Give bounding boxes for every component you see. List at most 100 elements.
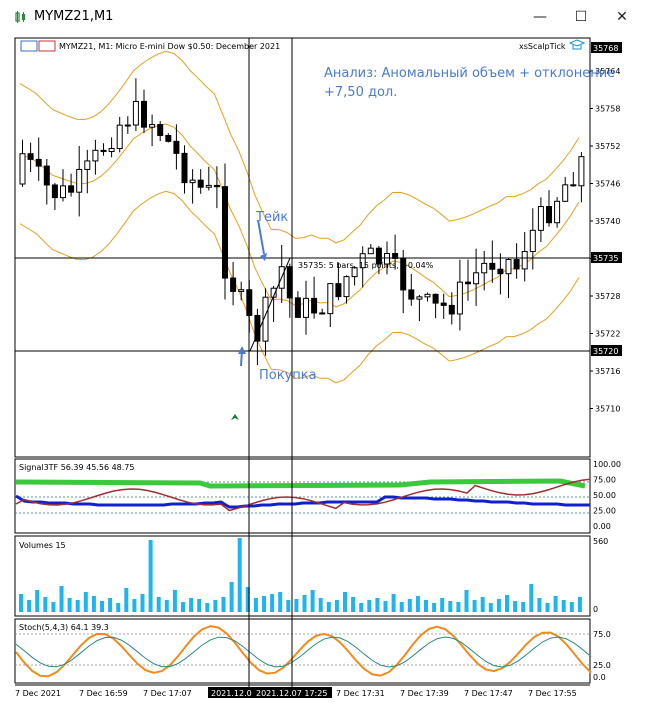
volume-bar xyxy=(326,602,331,612)
indicator-label: xsScalpTick xyxy=(519,42,566,51)
price-label: 35716 xyxy=(595,367,620,376)
time-label-3: 7 Dec 17:31 xyxy=(336,689,385,698)
volume-bar xyxy=(205,603,210,612)
signal-axis: 100.00 75.00 50.00 25.00 0.00 xyxy=(593,460,621,531)
candle-body xyxy=(262,296,269,342)
candle-body xyxy=(100,149,107,153)
title-bar[interactable]: MYMZ21,M1 — ☐ ✕ xyxy=(0,0,647,34)
signal-lines xyxy=(15,478,591,514)
candle-body xyxy=(124,124,131,127)
measure-line[interactable] xyxy=(249,257,291,352)
volume-axis-zero: 0 xyxy=(593,605,598,614)
main-price-panel[interactable] xyxy=(14,37,591,458)
price-label: 35746 xyxy=(595,180,620,189)
signal-header: Signal3TF 56.39 45.56 48.75 xyxy=(19,463,135,472)
volume-bar xyxy=(545,603,550,612)
volume-bar xyxy=(391,594,396,612)
volume-bar xyxy=(359,603,364,612)
volume-bar xyxy=(229,582,234,612)
candle-body xyxy=(497,268,504,275)
chart-canvas[interactable]: MYMZ21, M1: Micro E-mini Dow $0.50: Dece… xyxy=(0,34,647,710)
candle-body xyxy=(173,140,180,154)
volume-bar xyxy=(472,600,477,612)
maximize-button[interactable]: ☐ xyxy=(574,9,588,25)
volume-bar xyxy=(132,599,137,612)
volume-bar xyxy=(213,600,218,612)
volume-bar xyxy=(302,595,307,612)
volume-bar xyxy=(529,584,534,612)
volume-bar xyxy=(310,590,315,612)
candle-body xyxy=(481,262,488,274)
volume-bar xyxy=(432,603,437,612)
volume-bar xyxy=(148,540,153,612)
signal-level-label: 100.00 xyxy=(593,460,621,469)
volume-bar xyxy=(91,596,96,612)
close-button[interactable]: ✕ xyxy=(616,9,628,25)
volume-bar xyxy=(156,597,161,612)
candle-body xyxy=(197,179,204,188)
volume-bar xyxy=(253,598,258,612)
price-label: 35722 xyxy=(595,330,620,339)
signal-level-label: 0.00 xyxy=(593,522,611,531)
stoch-header: Stoch(5,4,3) 64.1 39.3 xyxy=(19,623,109,632)
candle-body xyxy=(303,297,309,318)
time-label-0: 7 Dec 2021 xyxy=(15,689,61,698)
signal-panel[interactable] xyxy=(14,458,591,534)
candle-body xyxy=(489,262,496,270)
volume-bar xyxy=(488,603,493,612)
candle-body xyxy=(76,168,83,193)
signal-blue-line xyxy=(15,494,590,509)
signal-red-line xyxy=(15,478,591,512)
price-label: 35752 xyxy=(595,142,620,151)
volume-bar xyxy=(27,600,32,612)
volume-bar xyxy=(262,596,266,612)
volume-bar xyxy=(270,594,275,612)
volume-bar xyxy=(59,586,64,612)
buy-arrowhead-icon xyxy=(238,346,246,354)
volume-bar xyxy=(424,600,428,612)
hline-price-tag-1: 35735 xyxy=(593,254,618,263)
volume-bar xyxy=(505,595,509,612)
volume-bar xyxy=(407,599,412,612)
candle-body xyxy=(116,124,123,150)
volume-bar xyxy=(569,602,574,612)
volume-bar xyxy=(399,602,404,612)
candle-body xyxy=(319,312,326,315)
candle-body xyxy=(465,281,471,285)
volume-bar xyxy=(172,590,177,612)
candle-body xyxy=(343,276,350,298)
time-label-6: 7 Dec 17:55 xyxy=(528,689,577,698)
price-axis: 3576435758357523574635740357343572835722… xyxy=(590,67,620,414)
volume-bar xyxy=(278,592,283,612)
signal-level-label: 25.00 xyxy=(593,507,616,516)
take-annotation: Тейк xyxy=(256,210,289,225)
volume-bar xyxy=(367,600,372,612)
chart-area[interactable]: MYMZ21, M1: Micro E-mini Dow $0.50: Dece… xyxy=(0,34,647,710)
volume-bar xyxy=(19,594,23,612)
candle-body xyxy=(359,253,366,269)
candle-body xyxy=(35,158,42,167)
measure-label: 35735: 5 bars, 15 points, +0.04% xyxy=(298,261,434,270)
candle-body xyxy=(554,200,561,224)
candle-body xyxy=(529,229,536,253)
candle-body xyxy=(68,185,75,193)
candle-body xyxy=(424,293,431,298)
volume-bar xyxy=(124,588,129,612)
candle-body xyxy=(230,277,237,292)
candles xyxy=(19,78,585,366)
volume-bar xyxy=(415,596,420,612)
candle-body xyxy=(238,289,245,292)
volume-bar xyxy=(318,598,323,612)
volume-bar xyxy=(181,602,185,612)
volume-bar xyxy=(383,601,388,612)
stoch-panel[interactable] xyxy=(14,618,591,684)
volume-bar xyxy=(513,601,518,612)
volume-bar xyxy=(237,538,242,612)
volume-bar xyxy=(75,600,80,612)
candle-body xyxy=(157,124,164,136)
minimize-button[interactable]: — xyxy=(533,9,547,25)
stoch-axis-0: 0.0 xyxy=(593,673,606,682)
candle-body xyxy=(132,100,139,126)
volume-bar xyxy=(375,598,380,612)
